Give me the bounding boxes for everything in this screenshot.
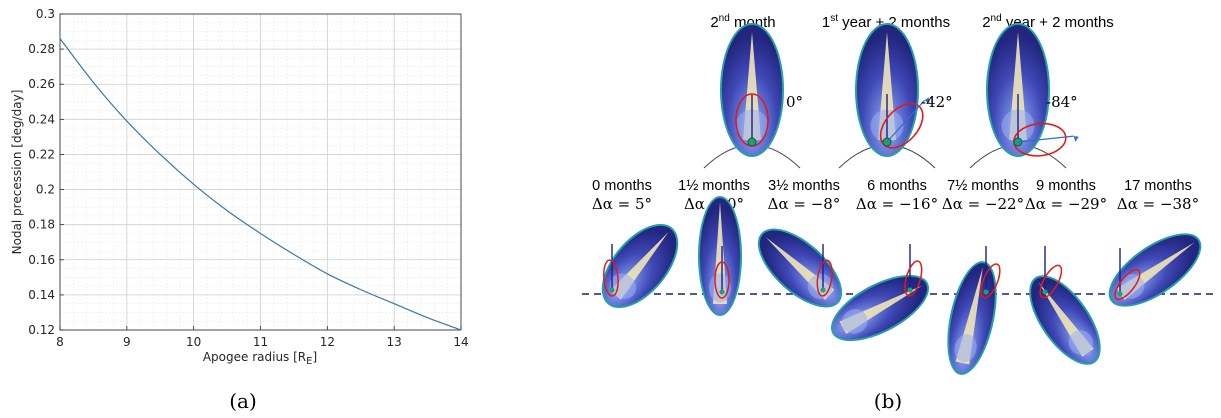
- bright-lobe: [841, 309, 868, 334]
- orbit-ellipse: [1114, 268, 1141, 301]
- orbit-ellipse-group: [1029, 275, 1101, 365]
- earth-marker: [1117, 291, 1123, 297]
- top-title-2: 1st year + 2 months: [822, 13, 950, 31]
- orbit-ellipse: [603, 259, 619, 297]
- delta-alpha-label: Δα = −38°: [1117, 195, 1199, 213]
- x-tick-label: 9: [123, 335, 131, 349]
- y-tick-labels: 0.12 0.14 0.16 0.18 0.2 0.22 0.24 0.26 0.28 0.3: [28, 7, 55, 337]
- earth-marker: [719, 289, 725, 295]
- top-title-1: 2nd month: [710, 13, 775, 31]
- series-line: [59, 38, 462, 331]
- x-tick-label: 11: [253, 335, 268, 349]
- x-tick-label: 10: [186, 335, 201, 349]
- x-axis-label: Apogee radius [RE]: [203, 350, 317, 367]
- earth-marker: [820, 287, 826, 293]
- earth-marker: [747, 137, 757, 147]
- orbit-ellipse-group: [601, 223, 679, 309]
- delta-alpha-label: Δα = −8°: [768, 195, 841, 213]
- earth-marker: [907, 287, 913, 293]
- y-tick-label: 0.3: [36, 7, 55, 21]
- y-tick-label: 0.22: [28, 147, 55, 161]
- months-label: 0 months: [592, 178, 652, 194]
- y-tick-label: 0.16: [28, 253, 55, 267]
- months-label: 7½ months: [947, 178, 1019, 194]
- orbit-ellipse: [816, 259, 833, 297]
- orbit-ellipse: [1039, 264, 1063, 299]
- top-angle-2: -42°: [921, 93, 953, 111]
- months-label: 3½ months: [768, 178, 840, 194]
- orbit-ellipse: [714, 261, 730, 299]
- bottom-panels: [601, 196, 1202, 375]
- y-tick-label: 0.24: [28, 112, 55, 126]
- months-label: 9 months: [1036, 178, 1096, 194]
- orbit-ellipse-group: [1108, 233, 1202, 307]
- orbit-ellipse: [904, 260, 923, 297]
- orbit-ellipse: [980, 263, 1001, 299]
- direction-arrow: [1017, 135, 1074, 143]
- bright-lobe: [1068, 330, 1094, 355]
- caption-b: (b): [874, 389, 902, 413]
- earth-marker: [1042, 289, 1048, 295]
- earth-marker: [609, 287, 615, 293]
- chart-a: 8 9 10 11 12 13 14 0.12 0.14 0.16 0.18 0.2 0.22 0.24…: [10, 7, 469, 413]
- top-title-3: 2nd year + 2 months: [982, 13, 1114, 31]
- months-label: 17 months: [1124, 178, 1192, 194]
- x-tick-label: 13: [387, 335, 402, 349]
- diagram-b: 2nd month 1st year + 2 months 2nd year +…: [582, 13, 1215, 413]
- top-angle-1: 0°: [786, 93, 803, 111]
- direction-arrow: [886, 99, 925, 143]
- y-tick-label: 0.26: [28, 77, 55, 91]
- orbit-ellipse-group: [757, 228, 843, 308]
- y-tick-label: 0.28: [28, 42, 55, 56]
- delta-alpha-label: Δα = −22°: [942, 195, 1024, 213]
- earth-marker: [983, 289, 989, 295]
- orbit-ellipse-group: [698, 196, 742, 316]
- x-tick-labels: 8 9 10 11 12 13 14: [56, 335, 468, 349]
- arrow-head: [1073, 136, 1079, 143]
- orbit-ellipse-group: [831, 274, 929, 342]
- y-tick-label: 0.14: [28, 288, 55, 302]
- months-label: 1½ months: [678, 178, 750, 194]
- delta-alpha-label: Δα = −29°: [1025, 195, 1107, 213]
- top-angle-3: -84°: [1046, 93, 1078, 111]
- delta-alpha-label: Δα = 5°: [592, 195, 652, 213]
- y-tick-label: 0.12: [28, 323, 55, 337]
- bright-lobe: [954, 334, 977, 363]
- top-panels: [703, 23, 1079, 169]
- y-axis-label: Nodal precession [deg/day]: [10, 90, 24, 255]
- y-tick-label: 0.2: [36, 183, 55, 197]
- orbit-ellipse-group: [947, 261, 997, 375]
- x-tick-label: 14: [453, 335, 468, 349]
- x-tick-label: 12: [320, 335, 335, 349]
- x-tick-label: 8: [56, 335, 64, 349]
- y-tick-label: 0.18: [28, 218, 55, 232]
- arrow-head: [924, 97, 930, 104]
- months-label: 6 months: [867, 178, 927, 194]
- major-grid: [59, 13, 462, 331]
- delta-alpha-label: Δα = −16°: [856, 195, 938, 213]
- plot-frame: [59, 13, 462, 331]
- caption-a: (a): [229, 389, 257, 413]
